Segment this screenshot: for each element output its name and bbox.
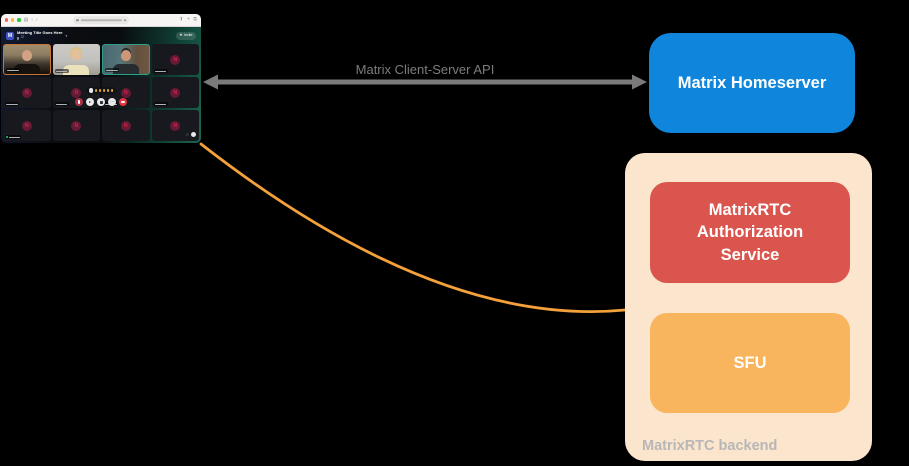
participant-torso — [63, 65, 90, 75]
page-dot — [94, 89, 98, 92]
cs-api-arrowhead-right — [632, 74, 647, 90]
letter-avatar: N — [21, 120, 32, 131]
letter-avatar: N — [170, 87, 181, 98]
mic-muted-button[interactable] — [75, 98, 83, 106]
media-connection-curve — [199, 142, 627, 314]
cs-api-arrowhead-left — [203, 74, 218, 90]
avatar-tile[interactable]: N — [102, 110, 150, 141]
browser-toolbar: ▤ ‹ › ⬆ + ⧉ — [1, 14, 201, 27]
participant-face — [71, 49, 82, 60]
screenshare-icon — [99, 100, 103, 104]
participant-torso — [13, 64, 40, 74]
name-chip — [153, 102, 168, 106]
letter-avatar: N — [71, 120, 82, 131]
invite-button[interactable]: ✚ Invite — [175, 31, 196, 40]
sfu-label: SFU — [733, 353, 767, 372]
expand-button[interactable] — [191, 132, 196, 137]
layout-icon[interactable] — [186, 133, 189, 136]
call-app: M Meeting Title Goes Here 22 ▾ ✚ Invite — [1, 27, 201, 143]
participant-torso — [112, 64, 139, 74]
participant-count: 22 — [20, 35, 25, 40]
cs-api-label: Matrix Client-Server API — [355, 62, 495, 77]
video-tile-active[interactable] — [102, 44, 150, 75]
minimize-button[interactable] — [11, 18, 15, 22]
participant-face — [21, 50, 32, 61]
page-dot — [98, 89, 102, 92]
letter-avatar: N — [71, 87, 82, 98]
client-browser-window: ▤ ‹ › ⬆ + ⧉ M Meeting Title Goes Here — [1, 14, 201, 143]
screenshare-button[interactable] — [97, 98, 105, 106]
zoom-button[interactable] — [17, 18, 21, 22]
address-bar[interactable] — [73, 16, 129, 24]
page-dot — [111, 89, 114, 92]
live-dot-icon — [6, 136, 9, 139]
avatar-tile[interactable]: N — [151, 44, 199, 75]
forward-icon[interactable]: › — [35, 16, 38, 23]
reload-icon[interactable] — [123, 18, 126, 22]
invite-label: Invite — [183, 32, 193, 37]
tabs-icon[interactable]: ⧉ — [193, 16, 197, 23]
video-tile[interactable] — [52, 44, 100, 75]
hangup-icon — [121, 101, 125, 103]
homeserver-label: Matrix Homeserver — [677, 73, 827, 92]
meeting-title[interactable]: Meeting Title Goes Here — [17, 30, 63, 36]
new-tab-icon[interactable]: + — [187, 16, 190, 23]
backend-container: MatrixRTC Authorization Service SFU Matr… — [625, 153, 872, 461]
avatar-tile-admin[interactable]: N — [3, 110, 51, 141]
letter-avatar: N — [21, 87, 32, 98]
call-header: M Meeting Title Goes Here 22 ▾ ✚ Invite — [1, 27, 201, 44]
close-button[interactable] — [5, 18, 9, 22]
backend-label: MatrixRTC backend — [642, 438, 778, 454]
room-avatar: M — [6, 31, 14, 40]
more-options-button[interactable]: ⋯ — [108, 98, 116, 106]
chevron-down-icon[interactable]: ▾ — [65, 33, 68, 38]
lock-icon — [76, 18, 79, 22]
back-icon[interactable]: ‹ — [31, 16, 33, 23]
auth-service-label: MatrixRTC Authorization Service — [696, 201, 804, 264]
name-chip — [54, 102, 69, 106]
mic-icon — [78, 100, 80, 104]
page-dot — [102, 89, 106, 92]
page-dot — [107, 89, 110, 92]
avatar-tile[interactable]: N — [151, 77, 199, 108]
camera-button[interactable] — [86, 98, 94, 106]
auth-service-box: MatrixRTC Authorization Service — [650, 182, 850, 283]
live-indicator-chip — [5, 135, 21, 139]
avatar-tile[interactable]: N — [151, 110, 199, 141]
participants-icon — [17, 36, 20, 40]
sidebar-icon[interactable]: ▤ — [23, 16, 29, 23]
video-tile-speaking[interactable] — [3, 44, 51, 75]
share-icon[interactable]: ⬆ — [179, 16, 184, 23]
homeserver-box: Matrix Homeserver — [649, 33, 855, 133]
letter-avatar: N — [120, 120, 131, 131]
participant-face — [120, 50, 131, 61]
letter-avatar: N — [170, 120, 181, 131]
name-chip — [6, 68, 20, 72]
camera-icon — [89, 101, 91, 103]
video-grid: N N N N N — [1, 44, 201, 143]
name-chip — [105, 68, 119, 72]
current-page-dot — [88, 88, 93, 93]
letter-avatar: N — [170, 54, 181, 65]
hangup-button[interactable] — [119, 98, 127, 106]
avatar-tile[interactable]: N — [52, 110, 100, 141]
page-indicator[interactable] — [86, 87, 116, 94]
name-chip — [153, 69, 168, 73]
name-chip — [54, 69, 69, 73]
add-person-icon: ✚ — [179, 32, 183, 37]
call-controls: ⋯ — [75, 98, 127, 106]
avatar-tile[interactable]: N — [3, 77, 51, 108]
name-chip — [5, 102, 19, 106]
url-text-placeholder — [80, 19, 122, 21]
letter-avatar: N — [120, 87, 131, 98]
sfu-box: SFU — [650, 313, 850, 413]
